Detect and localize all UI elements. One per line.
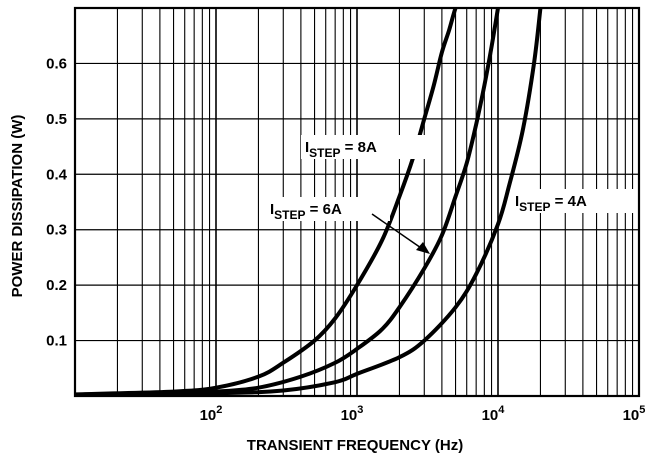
series-line: [75, 8, 543, 396]
series-label-bg: [511, 189, 635, 213]
y-axis-title: POWER DISSIPATION (W): [9, 115, 26, 298]
label-leader-arrowhead: [416, 242, 430, 254]
x-tick-label: 102: [200, 404, 223, 424]
series-label: ISTEP = 8A: [305, 139, 377, 160]
series-label-bg: [301, 135, 425, 159]
series-line: [75, 8, 458, 396]
y-tick-label: 0.4: [46, 166, 68, 183]
series-label-bg: [266, 197, 390, 221]
x-tick-label: 103: [341, 404, 364, 424]
series-label: ISTEP = 6A: [270, 201, 342, 222]
label-leader-line: [371, 213, 425, 251]
annotation-layer: ISTEP = 8A ISTEP = 6A ISTEP = 4A: [266, 135, 635, 254]
x-tick-label: 105: [623, 404, 646, 424]
tick-layer: 0.1 0.2 0.3 0.4 0.5 0.6 102 103 104 105: [46, 55, 645, 424]
y-tick-label: 0.1: [46, 333, 67, 350]
y-tick-label: 0.3: [46, 222, 67, 239]
x-axis-title: TRANSIENT FREQUENCY (Hz): [247, 437, 463, 454]
curve-layer: [75, 8, 543, 396]
x-tick-label: 104: [482, 404, 506, 424]
series-line: [75, 8, 500, 396]
series-label: ISTEP = 4A: [515, 193, 587, 214]
y-tick-label: 0.5: [46, 111, 67, 128]
plot-frame: [73, 6, 641, 398]
y-tick-label: 0.6: [46, 55, 67, 72]
y-tick-label: 0.2: [46, 277, 67, 294]
